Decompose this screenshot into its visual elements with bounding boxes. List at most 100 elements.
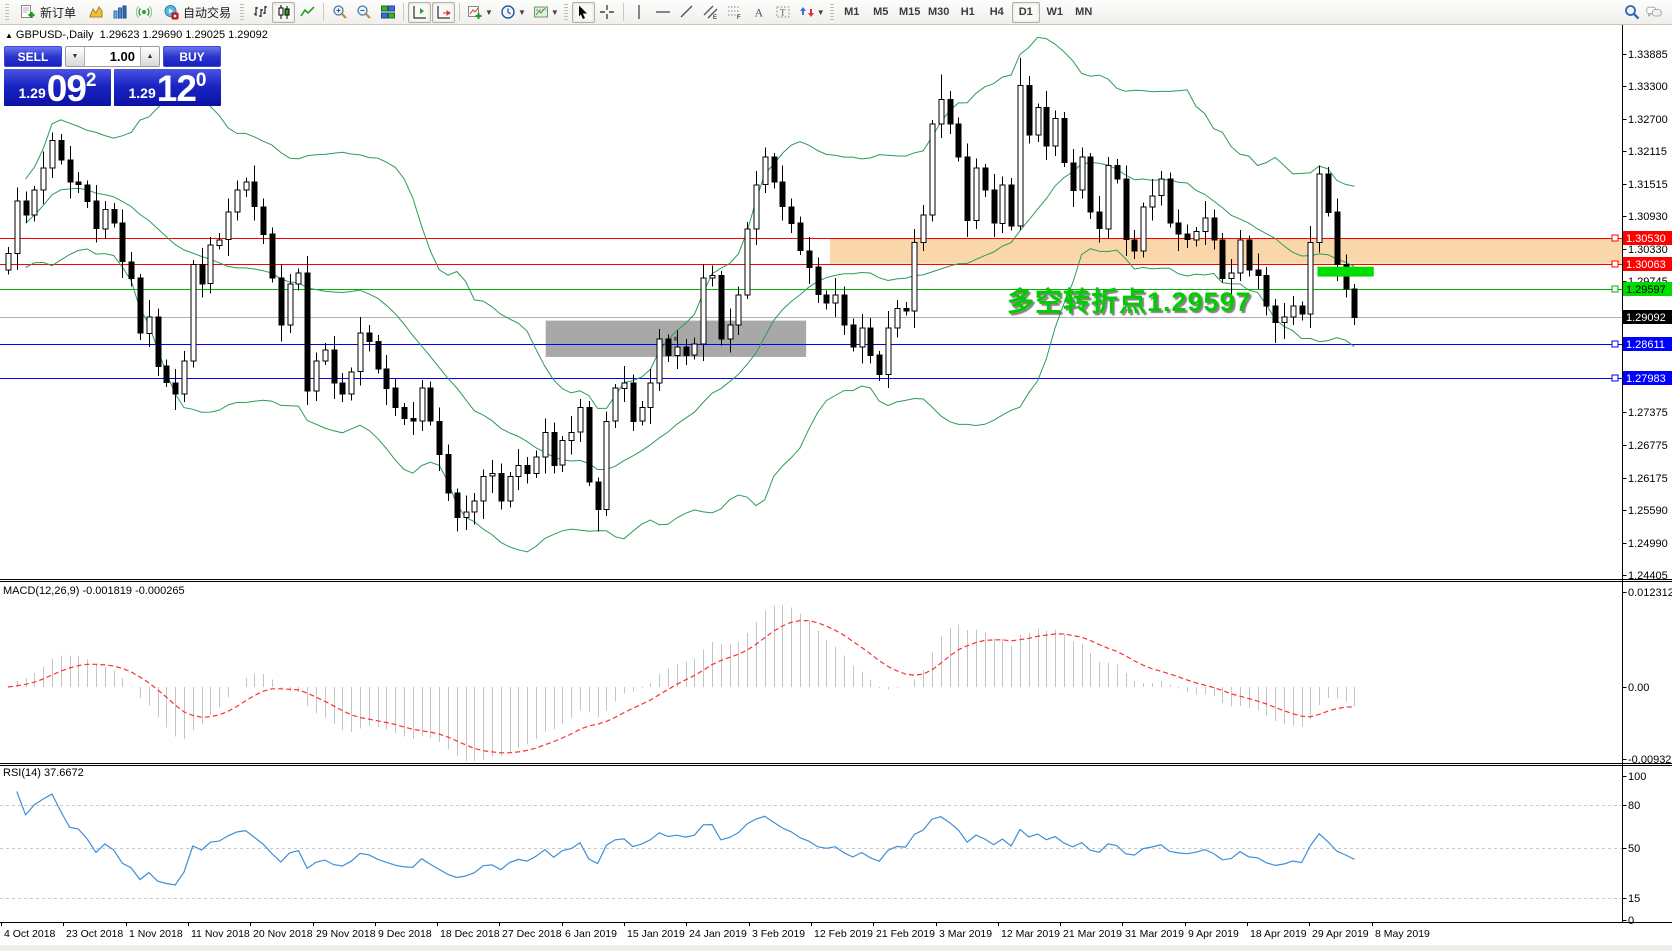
- timeframe-M1[interactable]: M1: [844, 6, 860, 18]
- timeframe-H1[interactable]: H1: [960, 6, 975, 18]
- timeframe-M15[interactable]: M15: [899, 6, 921, 18]
- date-label: 6 Jan 2019: [565, 928, 617, 940]
- expand-triangle-icon[interactable]: ▲: [5, 31, 13, 40]
- new-order-button[interactable]: 新订单: [13, 2, 83, 23]
- rsi-line: [16, 791, 1355, 886]
- sell-button[interactable]: SELL: [4, 46, 62, 67]
- volume-increase-button[interactable]: ▲: [140, 47, 159, 66]
- candle-body: [674, 346, 681, 356]
- candle-body: [709, 275, 716, 279]
- sell-price-point: 2: [85, 70, 97, 91]
- date-label: 20 Nov 2018: [253, 928, 313, 940]
- candle-body: [31, 189, 38, 216]
- candle-body: [1263, 275, 1270, 307]
- autotrading-button[interactable]: 自动交易: [156, 2, 238, 23]
- chart-symbol-period: GBPUSD-,Daily: [15, 29, 94, 41]
- candle-body: [269, 233, 276, 279]
- chart-object-rectangles[interactable]: [545, 238, 1622, 357]
- sell-price-pips: 09: [46, 67, 87, 109]
- candle-body: [718, 275, 725, 340]
- axes[interactable]: 1.33885 1.33300 1.32700 1.32115 1.31515 1.309…: [0, 25, 1672, 951]
- candle-body: [1052, 118, 1059, 147]
- timeframe-MN[interactable]: MN: [1075, 6, 1093, 18]
- timeframe-M30[interactable]: M30: [928, 6, 950, 18]
- arrows-button[interactable]: ▼: [796, 2, 828, 23]
- orange-zone[interactable]: [829, 238, 1622, 264]
- templates-button[interactable]: ▼: [530, 2, 562, 23]
- candle-body: [295, 272, 302, 285]
- volume-input[interactable]: [85, 47, 140, 66]
- sell-price-display[interactable]: 1.29 09 2: [4, 67, 111, 109]
- line-chart-button[interactable]: [296, 2, 319, 23]
- text-label-button[interactable]: T: [772, 2, 795, 23]
- annotation-text[interactable]: 多空转折点1.29597: [1007, 287, 1252, 317]
- candle-body: [1281, 316, 1288, 323]
- chart-shift-button[interactable]: [408, 1, 432, 23]
- chart-window[interactable]: 1.33885 1.33300 1.32700 1.32115 1.31515 1.309…: [0, 25, 1672, 951]
- timeframe-M5[interactable]: M5: [873, 6, 889, 18]
- hline-anchor[interactable]: [1611, 340, 1619, 348]
- auto-scroll-button[interactable]: [432, 1, 456, 23]
- periods-button[interactable]: ▼: [497, 2, 529, 23]
- candle-body: [727, 324, 734, 340]
- crosshair-button[interactable]: [596, 2, 619, 23]
- text-icon: A: [755, 6, 764, 20]
- candle-body: [1043, 107, 1050, 147]
- price-chart-canvas[interactable]: 1.33885 1.33300 1.32700 1.32115 1.31515 1.309…: [0, 25, 1672, 951]
- candle-body: [489, 473, 496, 477]
- profiles-button[interactable]: [108, 2, 131, 23]
- date-label: 23 Oct 2018: [66, 928, 123, 940]
- tile-windows-button[interactable]: [376, 2, 399, 23]
- vertical-line-button[interactable]: [628, 2, 651, 23]
- candlestick-chart-button[interactable]: [272, 1, 296, 23]
- hline-anchor[interactable]: [1611, 374, 1619, 382]
- search-icon[interactable]: [1624, 4, 1640, 20]
- gray-box-anchor[interactable]: [673, 336, 678, 341]
- hline-anchor[interactable]: [1611, 234, 1619, 242]
- candle-body: [304, 272, 311, 392]
- signals-button[interactable]: [132, 2, 155, 23]
- candle-body: [788, 206, 795, 224]
- timeframe-H4[interactable]: H4: [989, 6, 1004, 18]
- volume-decrease-button[interactable]: ▼: [66, 47, 85, 66]
- overlay-objects[interactable]: [1317, 266, 1374, 277]
- indicators-button[interactable]: ▼: [464, 2, 496, 23]
- equidistant-channel-button[interactable]: E: [700, 2, 723, 23]
- hline-anchor[interactable]: [1611, 260, 1619, 268]
- zoom-in-button[interactable]: [328, 2, 351, 23]
- horizontal-line-button[interactable]: [652, 2, 675, 23]
- date-label: 8 May 2019: [1375, 928, 1430, 940]
- buy-price-display[interactable]: 1.29 12 0: [114, 69, 221, 107]
- toolbar-drag-handle[interactable]: [5, 4, 9, 20]
- candle-body: [1255, 269, 1262, 276]
- candle-body: [753, 184, 760, 230]
- toolbar-separator: [622, 3, 624, 21]
- macd-indicator-label: MACD(12,26,9) -0.001819 -0.000265: [3, 585, 185, 597]
- candle-body: [1158, 178, 1165, 197]
- zoom-in-icon: [332, 5, 347, 19]
- zoom-out-button[interactable]: [352, 2, 375, 23]
- timeframe-D1[interactable]: D1: [1011, 1, 1040, 23]
- chat-icon[interactable]: [1646, 4, 1662, 20]
- toolbar-drag-handle[interactable]: [829, 4, 834, 20]
- fibonacci-button[interactable]: F: [724, 2, 747, 23]
- bar-chart-button[interactable]: [248, 2, 271, 23]
- cursor-button[interactable]: [571, 1, 595, 23]
- toolbar-drag-handle[interactable]: [240, 4, 245, 20]
- toolbar-drag-handle[interactable]: [563, 4, 568, 20]
- horizontal-line-icon: [656, 11, 671, 13]
- candle-body: [551, 431, 558, 466]
- text-button[interactable]: A: [748, 2, 771, 23]
- timeframe-W1[interactable]: W1: [1046, 6, 1063, 18]
- scale-label: 50: [1628, 843, 1640, 855]
- buy-button[interactable]: BUY: [163, 46, 221, 67]
- candle-body: [5, 253, 12, 271]
- candle-body: [683, 346, 690, 356]
- bar-chart-icon: [253, 6, 267, 17]
- candle-body: [207, 244, 214, 285]
- chart-history-icon: [89, 6, 103, 18]
- trendline-button[interactable]: [676, 2, 699, 23]
- green-bar[interactable]: [1317, 266, 1374, 277]
- chart-history-button[interactable]: [84, 2, 107, 23]
- hline-anchor[interactable]: [1611, 285, 1619, 293]
